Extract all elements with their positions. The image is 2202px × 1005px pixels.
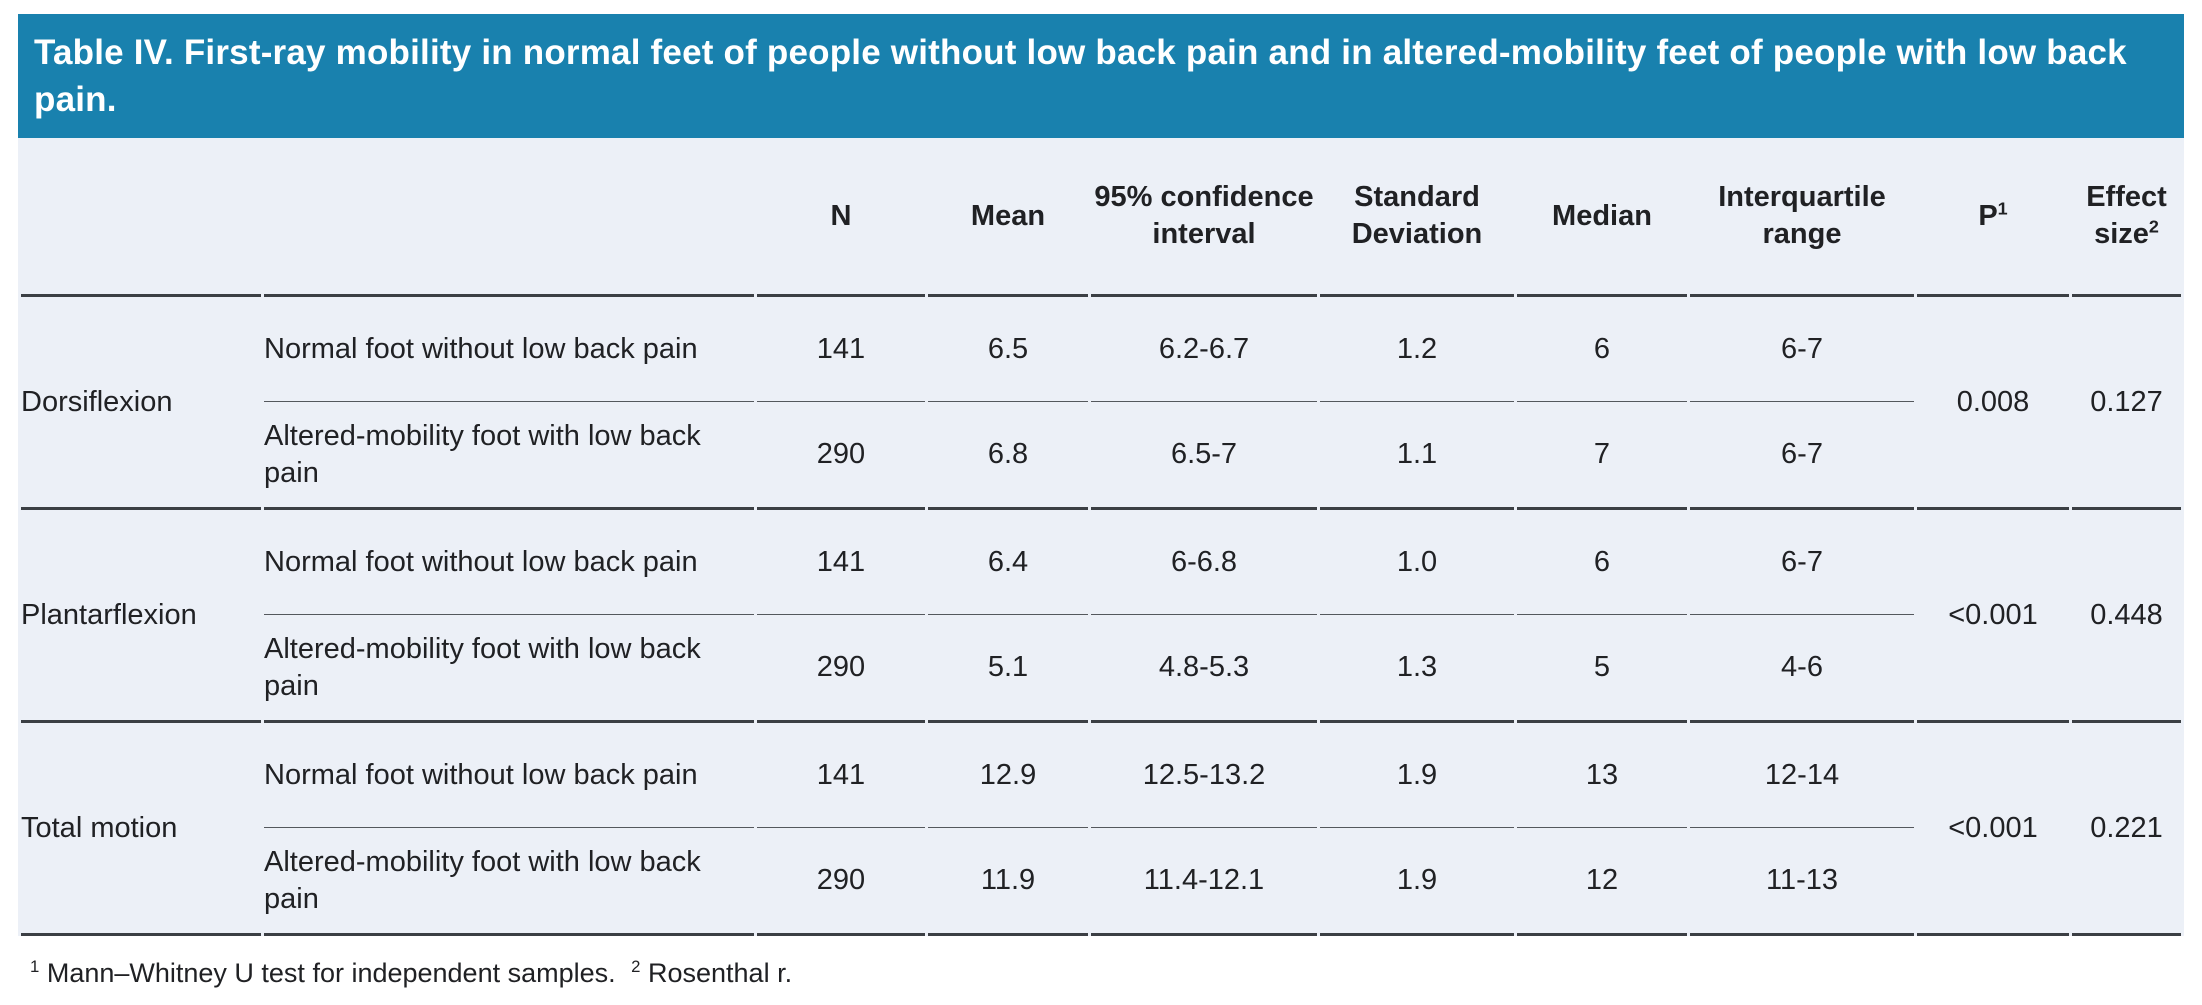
group-label-total-motion: Total motion bbox=[21, 723, 261, 936]
table-row: Altered-mobility foot with low back pain… bbox=[21, 615, 2181, 723]
median-cell: 6 bbox=[1517, 510, 1687, 615]
ci-cell: 6.2-6.7 bbox=[1091, 297, 1317, 402]
data-table: N Mean 95% confidence interval Standard … bbox=[18, 138, 2184, 936]
header-interquartile-range: Interquartile range bbox=[1690, 138, 1914, 297]
header-p-value: P1 bbox=[1917, 138, 2069, 297]
row-label-cell: Altered-mobility foot with low back pain bbox=[264, 828, 754, 936]
header-empty-group bbox=[21, 138, 261, 297]
sd-cell: 1.9 bbox=[1320, 723, 1514, 828]
ci-cell: 4.8-5.3 bbox=[1091, 615, 1317, 723]
median-cell: 13 bbox=[1517, 723, 1687, 828]
ci-cell: 12.5-13.2 bbox=[1091, 723, 1317, 828]
mean-cell: 5.1 bbox=[928, 615, 1088, 723]
iqr-cell: 4-6 bbox=[1690, 615, 1914, 723]
footnote-2-text: Rosenthal r. bbox=[647, 958, 793, 988]
header-n: N bbox=[757, 138, 925, 297]
mean-cell: 6.8 bbox=[928, 402, 1088, 510]
median-cell: 5 bbox=[1517, 615, 1687, 723]
ci-cell: 6-6.8 bbox=[1091, 510, 1317, 615]
n-cell: 290 bbox=[757, 615, 925, 723]
header-median: Median bbox=[1517, 138, 1687, 297]
sd-cell: 1.1 bbox=[1320, 402, 1514, 510]
iqr-cell: 6-7 bbox=[1690, 297, 1914, 402]
header-empty-sublabel bbox=[264, 138, 754, 297]
header-standard-deviation: Standard Deviation bbox=[1320, 138, 1514, 297]
p-value-cell: <0.001 bbox=[1917, 510, 2069, 723]
mean-cell: 11.9 bbox=[928, 828, 1088, 936]
median-cell: 7 bbox=[1517, 402, 1687, 510]
footnote-1-text: Mann–Whitney U test for independent samp… bbox=[46, 958, 616, 988]
footnote-2: 2 Rosenthal r. bbox=[631, 958, 792, 988]
sd-cell: 1.2 bbox=[1320, 297, 1514, 402]
sd-cell: 1.3 bbox=[1320, 615, 1514, 723]
table-row: Plantarflexion Normal foot without low b… bbox=[21, 510, 2181, 723]
n-cell: 141 bbox=[757, 510, 925, 615]
row-label-cell: Normal foot without low back pain bbox=[264, 510, 754, 615]
p-footnote-marker: 1 bbox=[1997, 197, 2008, 218]
table-row: Dorsiflexion Normal foot without low bac… bbox=[21, 297, 2181, 510]
sd-cell: 1.9 bbox=[1320, 828, 1514, 936]
median-cell: 12 bbox=[1517, 828, 1687, 936]
table-card: Table IV. First-ray mobility in normal f… bbox=[18, 14, 2184, 936]
n-cell: 290 bbox=[757, 828, 925, 936]
header-confidence-interval: 95% confidence interval bbox=[1091, 138, 1317, 297]
effect-size-footnote-marker: 2 bbox=[2148, 216, 2159, 237]
n-cell: 290 bbox=[757, 402, 925, 510]
row-label-cell: Normal foot without low back pain bbox=[264, 723, 754, 828]
mean-cell: 12.9 bbox=[928, 723, 1088, 828]
median-cell: 6 bbox=[1517, 297, 1687, 402]
iqr-cell: 6-7 bbox=[1690, 510, 1914, 615]
effect-size-label: Effect size bbox=[2086, 181, 2167, 250]
group-label-plantarflexion: Plantarflexion bbox=[21, 510, 261, 723]
table-title: Table IV. First-ray mobility in normal f… bbox=[18, 14, 2184, 138]
p-value-cell: <0.001 bbox=[1917, 723, 2069, 936]
footnote-1: 1 Mann–Whitney U test for independent sa… bbox=[30, 958, 616, 988]
footnote-2-marker: 2 bbox=[631, 957, 641, 976]
row-label-cell: Normal foot without low back pain bbox=[264, 297, 754, 402]
header-row: N Mean 95% confidence interval Standard … bbox=[21, 138, 2181, 297]
p-value-cell: 0.008 bbox=[1917, 297, 2069, 510]
header-effect-size: Effect size2 bbox=[2072, 138, 2181, 297]
group-label-dorsiflexion: Dorsiflexion bbox=[21, 297, 261, 510]
ci-cell: 6.5-7 bbox=[1091, 402, 1317, 510]
footnote: 1 Mann–Whitney U test for independent sa… bbox=[30, 958, 792, 989]
ci-cell: 11.4-12.1 bbox=[1091, 828, 1317, 936]
iqr-cell: 12-14 bbox=[1690, 723, 1914, 828]
table-row: Total motion Normal foot without low bac… bbox=[21, 723, 2181, 936]
table-row: Altered-mobility foot with low back pain… bbox=[21, 402, 2181, 510]
row-label-cell: Altered-mobility foot with low back pain bbox=[264, 402, 754, 510]
header-mean: Mean bbox=[928, 138, 1088, 297]
mean-cell: 6.5 bbox=[928, 297, 1088, 402]
mean-cell: 6.4 bbox=[928, 510, 1088, 615]
sd-cell: 1.0 bbox=[1320, 510, 1514, 615]
effect-size-cell: 0.448 bbox=[2072, 510, 2181, 723]
footnote-1-marker: 1 bbox=[30, 957, 40, 976]
p-label: P bbox=[1978, 199, 1998, 232]
n-cell: 141 bbox=[757, 723, 925, 828]
row-label-cell: Altered-mobility foot with low back pain bbox=[264, 615, 754, 723]
effect-size-cell: 0.221 bbox=[2072, 723, 2181, 936]
effect-size-cell: 0.127 bbox=[2072, 297, 2181, 510]
table-row: Altered-mobility foot with low back pain… bbox=[21, 828, 2181, 936]
n-cell: 141 bbox=[757, 297, 925, 402]
iqr-cell: 11-13 bbox=[1690, 828, 1914, 936]
iqr-cell: 6-7 bbox=[1690, 402, 1914, 510]
